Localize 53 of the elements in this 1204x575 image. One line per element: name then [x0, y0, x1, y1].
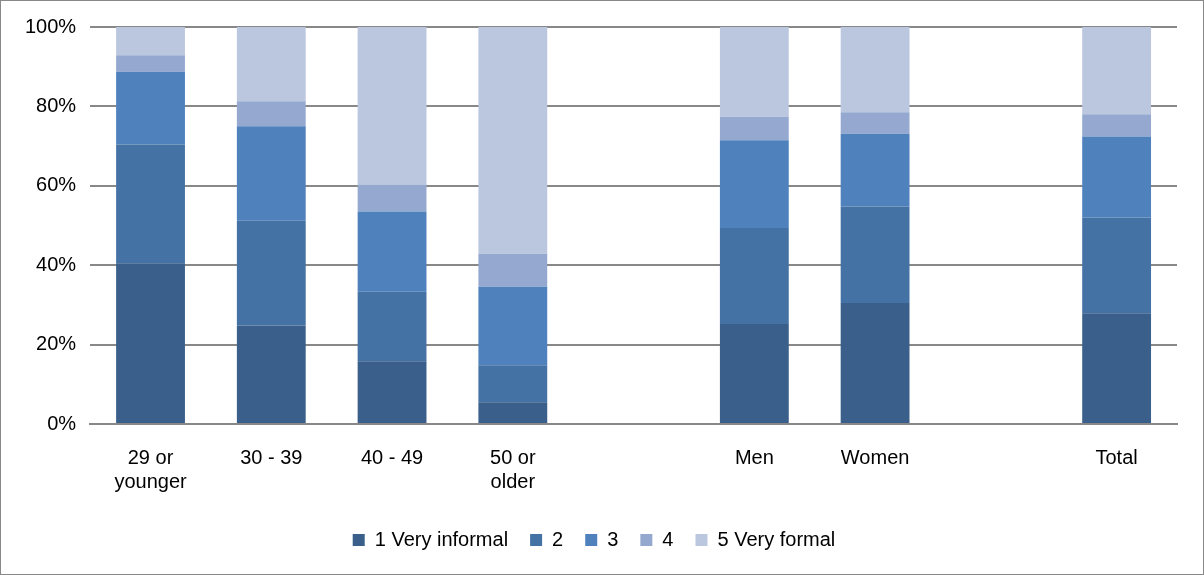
y-tick-label: 40% — [36, 252, 77, 275]
y-tick-label: 60% — [36, 173, 77, 196]
legend-label: 3 — [607, 527, 619, 550]
bar — [1082, 136, 1152, 218]
bar — [236, 27, 306, 102]
x-tick-label: 29 or younger — [114, 445, 188, 492]
y-tick-label: 0% — [47, 411, 77, 434]
bar — [719, 140, 789, 228]
bar — [1082, 313, 1152, 423]
bar — [478, 253, 548, 287]
bar — [357, 211, 427, 292]
bar — [236, 325, 306, 423]
bar — [840, 27, 910, 113]
bar — [719, 27, 789, 117]
bar — [1082, 27, 1152, 115]
legend-label: 2 — [552, 527, 564, 550]
bar — [719, 227, 789, 324]
legend-label: 5 Very formal — [717, 527, 836, 550]
y-tick-label: 20% — [36, 332, 77, 355]
bar — [840, 112, 910, 134]
bar — [478, 286, 548, 366]
x-tick-label: Men — [734, 445, 774, 468]
bar — [1082, 217, 1152, 314]
bar — [116, 71, 185, 145]
x-tick-label: 40 - 49 — [360, 445, 424, 468]
bar — [478, 402, 548, 423]
bar — [840, 302, 910, 423]
bar — [116, 27, 185, 56]
bar — [357, 27, 427, 185]
bar — [357, 184, 427, 212]
x-tick-label: 50 or older — [490, 445, 536, 492]
bar — [357, 361, 427, 423]
bar — [478, 365, 548, 403]
legend-label: 4 — [662, 527, 674, 550]
bar — [478, 27, 548, 254]
bar — [116, 55, 185, 72]
bar — [116, 263, 185, 423]
x-tick-label: Total — [1095, 445, 1138, 468]
bar — [236, 101, 306, 127]
bar — [1082, 114, 1152, 137]
x-tick-label: Women — [840, 445, 910, 468]
bar — [840, 133, 910, 207]
x-tick-label: 30 - 39 — [240, 445, 303, 468]
bar — [357, 291, 427, 362]
bar — [719, 323, 789, 423]
legend-label: 1 Very informal — [374, 527, 509, 550]
bar — [719, 116, 789, 141]
bar — [236, 220, 306, 326]
bar — [116, 144, 185, 264]
y-tick-label: 100% — [25, 14, 77, 37]
bar — [236, 126, 306, 221]
y-tick-label: 80% — [36, 93, 77, 116]
bar — [840, 206, 910, 303]
